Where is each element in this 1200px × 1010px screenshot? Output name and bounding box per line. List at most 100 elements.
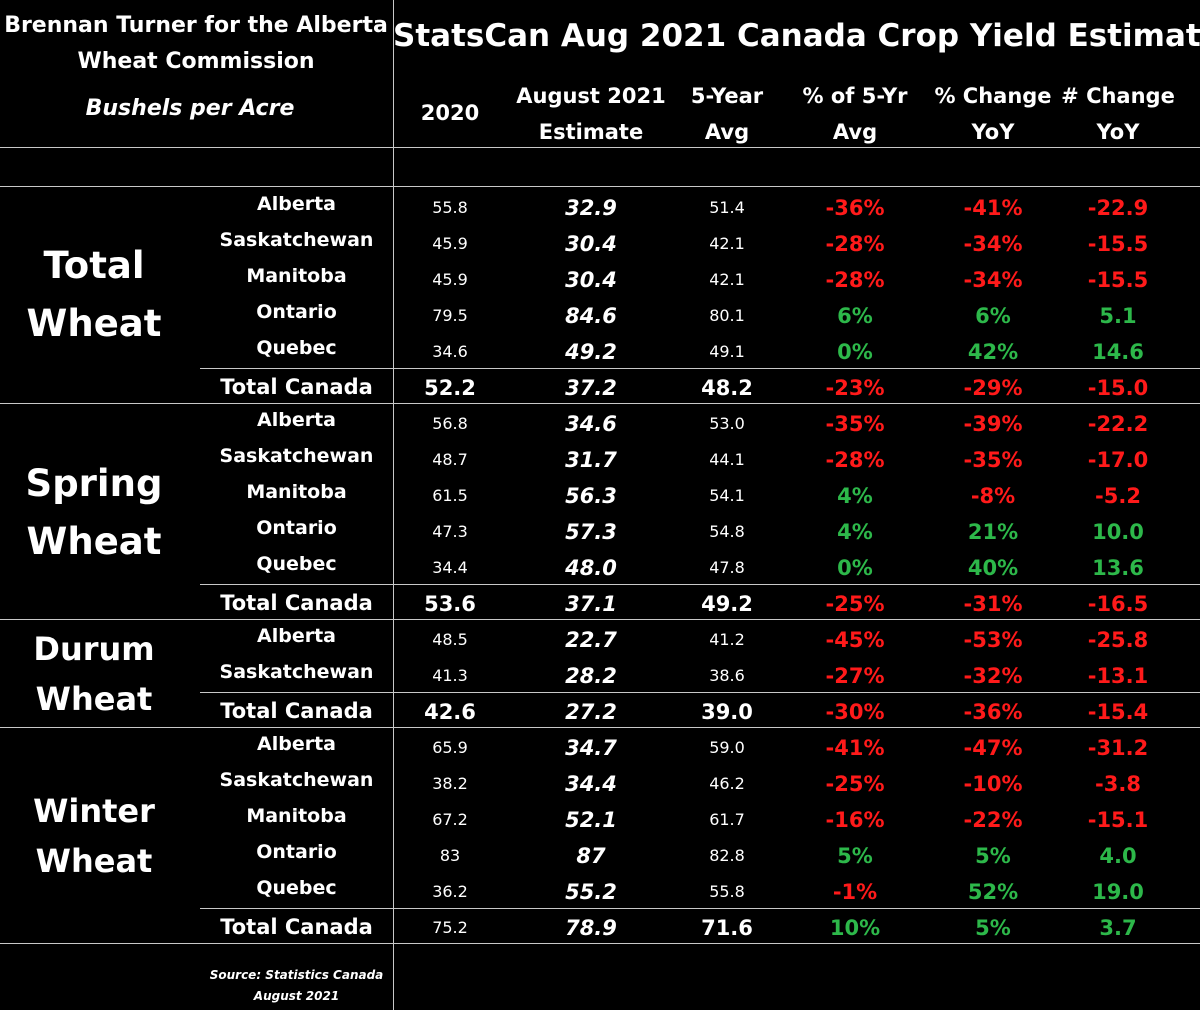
group-label-total-wheat: Total Wheat [0,237,188,353]
cell-pct_yoy-total-wheat-quebec: 42% [967,340,1019,364]
cell-pct_yoy-winter-wheat-quebec: 52% [967,880,1019,904]
cell-avg5-spring-wheat-manitoba: 54.1 [709,486,745,505]
cell-est2021-total-wheat-quebec: 49.2 [565,340,617,364]
cell-pct5-spring-wheat-ontario: 4% [837,520,873,544]
cell-num_yoy-winter-wheat-quebec: 19.0 [1092,880,1144,904]
cell-num_yoy-total-wheat-ontario: 5.1 [1099,304,1137,328]
cell-num_yoy-winter-wheat-ontario: 4.0 [1099,844,1137,868]
cell-est2021-spring-wheat-quebec: 48.0 [565,556,617,580]
total-rule-total-wheat [200,368,1200,369]
col-header-estimate-line2: Estimate [538,120,644,144]
group-divider-total [0,403,1200,404]
cell-num_yoy-spring-wheat-saskatchewan: -17.0 [1087,448,1149,472]
cell-num_yoy-winter-wheat-total-canada: 3.7 [1099,916,1137,940]
cell-est2021-winter-wheat-ontario: 87 [576,844,606,868]
row-label-winter-wheat-saskatchewan: Saskatchewan [219,769,374,791]
cell-avg5-winter-wheat-quebec: 55.8 [709,882,745,901]
cell-num_yoy-spring-wheat-total-canada: -16.5 [1087,592,1149,616]
cell-pct5-total-wheat-quebec: 0% [837,340,873,364]
row-label-total-wheat-quebec: Quebec [256,337,337,359]
cell-avg5-durum-wheat-total-canada: 39.0 [701,700,753,724]
cell-pct5-durum-wheat-total-canada: -30% [825,700,885,724]
cell-pct_yoy-total-wheat-manitoba: -34% [963,268,1023,292]
cell-avg5-winter-wheat-ontario: 82.8 [709,846,745,865]
col-header-pct-5yr: % of 5-Yr Avg [790,78,920,150]
row-label-total-wheat-total-canada: Total Canada [220,375,373,399]
cell-v2020-total-wheat-ontario: 79.5 [432,306,468,325]
cell-v2020-winter-wheat-saskatchewan: 38.2 [432,774,468,793]
cell-avg5-total-wheat-saskatchewan: 42.1 [709,234,745,253]
cell-num_yoy-total-wheat-quebec: 14.6 [1092,340,1144,364]
cell-pct5-spring-wheat-saskatchewan: -28% [825,448,885,472]
cell-est2021-winter-wheat-alberta: 34.7 [565,736,617,760]
col-header-5yr-avg-line2: Avg [704,120,750,144]
page-title: StatsCan Aug 2021 Canada Crop Yield Esti… [393,18,1200,54]
cell-v2020-spring-wheat-manitoba: 61.5 [432,486,468,505]
cell-avg5-spring-wheat-quebec: 47.8 [709,558,745,577]
units-label: Bushels per Acre [85,96,295,121]
cell-est2021-spring-wheat-saskatchewan: 31.7 [565,448,617,472]
cell-num_yoy-total-wheat-saskatchewan: -15.5 [1087,232,1149,256]
group-label-winter-wheat-line1: Winter [33,792,155,830]
cell-est2021-winter-wheat-quebec: 55.2 [565,880,617,904]
group-label-spring-wheat-line2: Wheat [26,520,162,563]
cell-pct_yoy-winter-wheat-manitoba: -22% [963,808,1023,832]
cell-v2020-total-wheat-total-canada: 52.2 [424,376,476,400]
cell-num_yoy-durum-wheat-saskatchewan: -13.1 [1087,664,1149,688]
cell-pct_yoy-total-wheat-total-canada: -29% [963,376,1023,400]
cell-pct5-winter-wheat-manitoba: -16% [825,808,885,832]
cell-avg5-total-wheat-quebec: 49.1 [709,342,745,361]
total-rule-durum-wheat [200,692,1200,693]
cell-pct_yoy-winter-wheat-ontario: 5% [975,844,1011,868]
cell-pct_yoy-spring-wheat-manitoba: -8% [970,484,1016,508]
cell-pct_yoy-total-wheat-saskatchewan: -34% [963,232,1023,256]
cell-pct_yoy-winter-wheat-alberta: -47% [963,736,1023,760]
cell-v2020-spring-wheat-alberta: 56.8 [432,414,468,433]
author-line-2: Wheat Commission [77,49,315,74]
group-label-spring-wheat-line1: Spring [25,462,163,505]
cell-v2020-durum-wheat-saskatchewan: 41.3 [432,666,468,685]
col-header-estimate-line1: August 2021 [516,84,666,108]
cell-pct5-total-wheat-saskatchewan: -28% [825,232,885,256]
cell-est2021-total-wheat-saskatchewan: 30.4 [565,232,617,256]
cell-est2021-winter-wheat-total-canada: 78.9 [565,916,617,940]
cell-pct5-winter-wheat-quebec: -1% [832,880,878,904]
row-label-durum-wheat-alberta: Alberta [257,625,336,647]
group-label-total-wheat-line2: Wheat [26,302,162,345]
cell-avg5-total-wheat-total-canada: 48.2 [701,376,753,400]
cell-num_yoy-spring-wheat-alberta: -22.2 [1087,412,1149,436]
source-note: Source: Statistics Canada August 2021 [200,965,393,1007]
group-divider-spring [0,619,1200,620]
row-label-winter-wheat-quebec: Quebec [256,877,337,899]
cell-avg5-total-wheat-manitoba: 42.1 [709,270,745,289]
cell-v2020-spring-wheat-ontario: 47.3 [432,522,468,541]
cell-v2020-durum-wheat-alberta: 48.5 [432,630,468,649]
cell-pct_yoy-spring-wheat-alberta: -39% [963,412,1023,436]
row-label-spring-wheat-saskatchewan: Saskatchewan [219,445,374,467]
cell-pct5-winter-wheat-total-canada: 10% [829,916,881,940]
cell-est2021-winter-wheat-saskatchewan: 34.4 [565,772,617,796]
group-label-winter-wheat-line2: Wheat [35,842,153,880]
total-rule-spring-wheat [200,584,1200,585]
author-credit: Brennan Turner for the Alberta Wheat Com… [0,8,392,80]
source-line-1: Source: Statistics Canada [209,968,384,982]
cell-avg5-total-wheat-alberta: 51.4 [709,198,745,217]
source-line-2: August 2021 [253,989,340,1003]
cell-num_yoy-durum-wheat-total-canada: -15.4 [1087,700,1149,724]
cell-pct5-spring-wheat-quebec: 0% [837,556,873,580]
group-divider-durum [0,727,1200,728]
cell-est2021-total-wheat-manitoba: 30.4 [565,268,617,292]
cell-v2020-winter-wheat-total-canada: 75.2 [432,918,468,937]
author-line-1: Brennan Turner for the Alberta [4,13,388,38]
cell-v2020-spring-wheat-saskatchewan: 48.7 [432,450,468,469]
cell-num_yoy-total-wheat-manitoba: -15.5 [1087,268,1149,292]
col-header-pct-change-line2: YoY [971,120,1015,144]
cell-pct_yoy-total-wheat-alberta: -41% [963,196,1023,220]
cell-v2020-durum-wheat-total-canada: 42.6 [424,700,476,724]
group-label-durum-wheat-line1: Durum [33,630,155,668]
cell-pct5-total-wheat-total-canada: -23% [825,376,885,400]
cell-pct5-durum-wheat-alberta: -45% [825,628,885,652]
cell-est2021-total-wheat-total-canada: 37.2 [565,376,617,400]
cell-v2020-winter-wheat-alberta: 65.9 [432,738,468,757]
cell-pct_yoy-winter-wheat-total-canada: 5% [975,916,1011,940]
